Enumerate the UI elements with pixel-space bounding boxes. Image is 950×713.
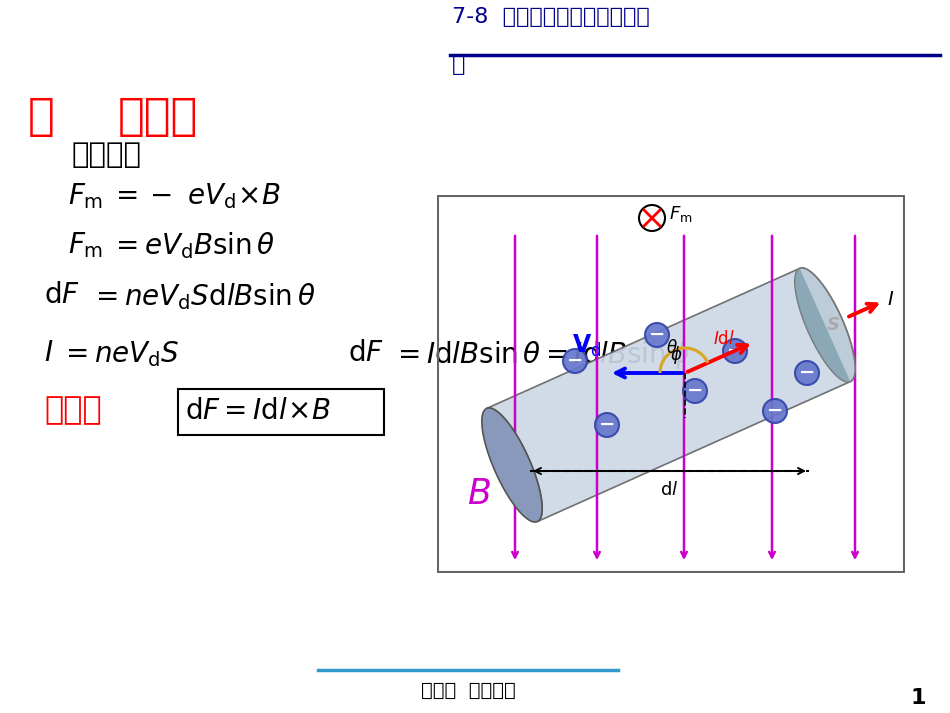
Text: $I$: $I$: [887, 289, 894, 309]
Text: $\mathbf{V}_{\rm d}$: $\mathbf{V}_{\rm d}$: [572, 333, 601, 359]
Polygon shape: [795, 268, 850, 382]
Circle shape: [645, 323, 669, 347]
Circle shape: [795, 361, 819, 385]
Text: S: S: [826, 316, 840, 334]
Polygon shape: [482, 408, 542, 522]
Text: −: −: [567, 351, 583, 369]
Circle shape: [683, 379, 707, 403]
Text: $F_{\rm m}$: $F_{\rm m}$: [669, 204, 693, 224]
Text: $I{\rm d}l$: $I{\rm d}l$: [713, 329, 735, 348]
Text: 1: 1: [910, 688, 925, 708]
Text: $B$: $B$: [467, 477, 491, 511]
Text: 一: 一: [28, 95, 55, 138]
Text: −: −: [767, 401, 783, 419]
Text: 洛伦兹力: 洛伦兹力: [72, 141, 142, 169]
Text: $= -\ eV_{\rm d}\!\times\! B$: $= -\ eV_{\rm d}\!\times\! B$: [110, 181, 280, 211]
Text: $= neV_{\rm d}S$: $= neV_{\rm d}S$: [60, 339, 180, 369]
Text: $F_{\rm m}$: $F_{\rm m}$: [68, 181, 104, 211]
Text: 安培力: 安培力: [44, 395, 102, 426]
Circle shape: [595, 413, 619, 437]
Circle shape: [639, 205, 665, 231]
Text: 力: 力: [452, 55, 466, 75]
Text: −: −: [598, 414, 616, 434]
Text: $F_{\rm m}$: $F_{\rm m}$: [68, 230, 104, 260]
Polygon shape: [486, 268, 855, 522]
Text: $= eV_{\rm d}B\sin\theta$: $= eV_{\rm d}B\sin\theta$: [110, 230, 275, 261]
Text: $= neV_{\rm d}S{\rm d}lB\sin\theta$: $= neV_{\rm d}S{\rm d}lB\sin\theta$: [90, 281, 315, 312]
Text: ${\rm d}F$: ${\rm d}F$: [44, 281, 80, 309]
Circle shape: [723, 339, 747, 363]
Text: 安培力: 安培力: [118, 95, 199, 138]
Text: 7-8  载流导线在磁场中所受的: 7-8 载流导线在磁场中所受的: [452, 7, 650, 27]
Text: ${\rm d}l$: ${\rm d}l$: [660, 481, 678, 499]
Text: $\phi$: $\phi$: [670, 344, 682, 366]
Text: −: −: [727, 341, 743, 359]
Polygon shape: [795, 268, 855, 382]
Text: $\theta$: $\theta$: [666, 339, 678, 357]
Text: $= I{\rm d}lB\sin\theta = I{\rm d}lB\sin\phi$: $= I{\rm d}lB\sin\theta = I{\rm d}lB\sin…: [392, 339, 690, 371]
Circle shape: [563, 349, 587, 373]
Text: 第七章  恒定磁场: 第七章 恒定磁场: [421, 681, 515, 700]
Text: ${\rm d}F$: ${\rm d}F$: [348, 339, 384, 367]
Text: −: −: [687, 381, 703, 399]
Text: ${\rm d}F = I{\rm d}l\!\times\! B$: ${\rm d}F = I{\rm d}l\!\times\! B$: [185, 397, 331, 425]
Text: $I$: $I$: [44, 339, 53, 367]
Text: −: −: [799, 362, 815, 381]
FancyBboxPatch shape: [178, 389, 384, 435]
Text: −: −: [649, 324, 665, 344]
Circle shape: [763, 399, 787, 423]
